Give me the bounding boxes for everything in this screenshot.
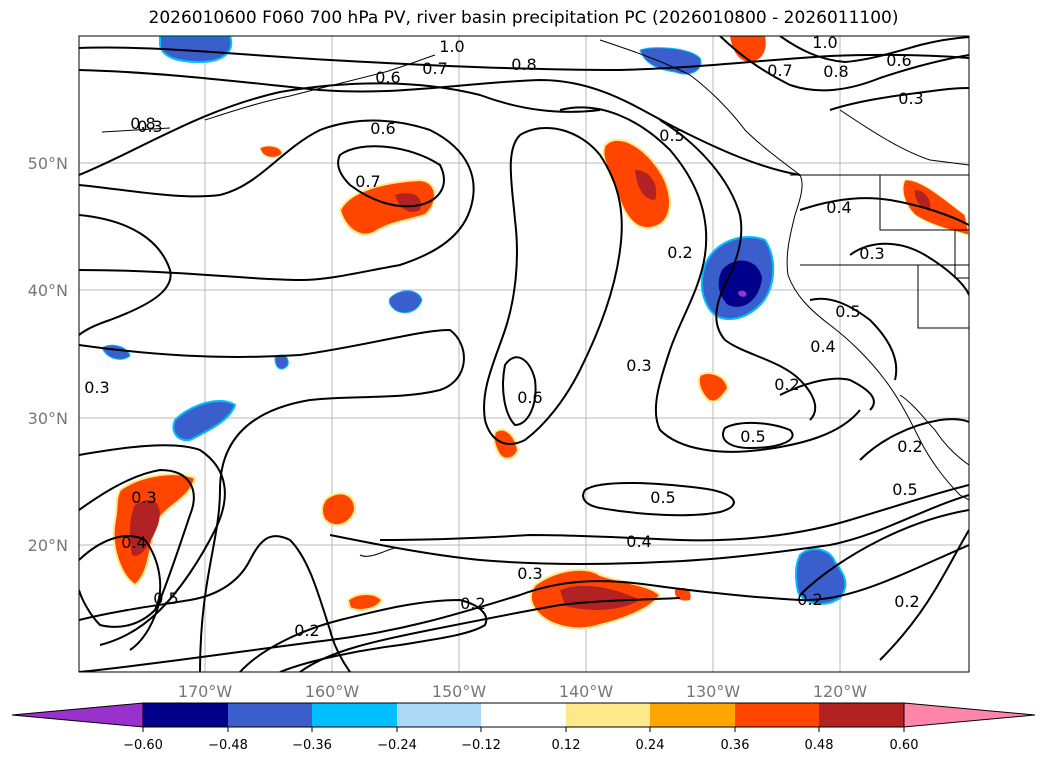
colorbar-frame bbox=[142, 702, 905, 728]
colorbar-segment bbox=[735, 703, 819, 727]
contour-label: 0.6 bbox=[886, 51, 911, 70]
colorbar-segment bbox=[143, 703, 228, 727]
colorbar: −0.60 −0.48 −0.36 −0.24 −0.12 0.12 0.24 … bbox=[11, 702, 1036, 753]
contour-label: 0.7 bbox=[422, 59, 447, 78]
contour-label: 0.8 bbox=[823, 62, 848, 81]
contour-label: 0.2 bbox=[774, 375, 799, 394]
colorbar-tick-label: −0.24 bbox=[377, 738, 417, 753]
lat-label: 30°N bbox=[28, 409, 68, 428]
contour-label: 0.5 bbox=[892, 480, 917, 499]
lon-label: 160°W bbox=[305, 682, 360, 701]
contour-label: 1.0 bbox=[812, 33, 837, 52]
contour-label: 0.3 bbox=[84, 378, 109, 397]
lon-label: 120°W bbox=[813, 682, 868, 701]
contour-label: 0.4 bbox=[810, 337, 835, 356]
contour-label: 0.2 bbox=[294, 621, 319, 640]
colorbar-max-arrow bbox=[903, 702, 1036, 728]
contour-label: 0.5 bbox=[659, 126, 684, 145]
colorbar-tick-label: 0.48 bbox=[805, 738, 834, 753]
colorbar-segment bbox=[481, 703, 566, 727]
contour-label: 0.4 bbox=[826, 198, 851, 217]
lon-label: 140°W bbox=[559, 682, 614, 701]
colorbar-tick-label: 0.24 bbox=[636, 738, 665, 753]
precip-region-strong bbox=[914, 190, 931, 210]
colorbar-tick-label: −0.12 bbox=[461, 738, 501, 753]
contour-label: 1.0 bbox=[439, 37, 464, 56]
precip-region-negative bbox=[388, 290, 423, 314]
precip-region-extreme-negative bbox=[738, 290, 747, 297]
colorbar-segment bbox=[228, 703, 312, 727]
precip-region-positive bbox=[730, 36, 766, 62]
contour-label: 0.7 bbox=[355, 172, 380, 191]
colorbar-min-arrow bbox=[11, 702, 144, 728]
colorbar-segment bbox=[397, 703, 481, 727]
contour-label: 0.8 bbox=[130, 114, 155, 133]
contour-label: 0.2 bbox=[894, 592, 919, 611]
lat-label: 50°N bbox=[28, 154, 68, 173]
lon-label: 150°W bbox=[432, 682, 487, 701]
contour-label: 0.6 bbox=[375, 68, 400, 87]
contour-label: 0.2 bbox=[897, 437, 922, 456]
contour-label: 0.3 bbox=[131, 488, 156, 507]
lat-label: 20°N bbox=[28, 536, 68, 555]
colorbar-segment bbox=[650, 703, 735, 727]
contour-label: 0.2 bbox=[667, 243, 692, 262]
contour-label: 0.5 bbox=[835, 302, 860, 321]
contour-label: 0.3 bbox=[898, 89, 923, 108]
contour-label: 0.5 bbox=[153, 589, 178, 608]
precip-region-strong bbox=[395, 193, 421, 212]
contour-label: 0.3 bbox=[859, 244, 884, 263]
precip-region-strong bbox=[635, 170, 657, 200]
colorbar-segment bbox=[819, 703, 904, 727]
contour-label: 0.5 bbox=[740, 427, 765, 446]
contour-label: 0.6 bbox=[370, 119, 395, 138]
contour-label: 0.7 bbox=[767, 61, 792, 80]
precip-region-strong bbox=[129, 500, 160, 556]
contour-label: 0.6 bbox=[517, 388, 542, 407]
lon-label: 130°W bbox=[686, 682, 741, 701]
lat-label: 40°N bbox=[28, 281, 68, 300]
colorbar-tick-label: −0.60 bbox=[123, 738, 163, 753]
colorbar-tick-label: 0.60 bbox=[890, 738, 919, 753]
contour-label: 0.4 bbox=[626, 532, 651, 551]
pv-contours bbox=[79, 36, 969, 672]
contour-label: 0.3 bbox=[137, 117, 162, 136]
longitude-labels: 170°W 160°W 150°W 140°W 130°W 120°W bbox=[178, 682, 868, 701]
map-title: 2026010600 F060 700 hPa PV, river basin … bbox=[148, 8, 899, 28]
colorbar-segment bbox=[312, 703, 397, 727]
lon-label: 170°W bbox=[178, 682, 233, 701]
precip-region-positive bbox=[259, 145, 283, 158]
precip-region-positive bbox=[346, 593, 384, 611]
contour-label: 0.4 bbox=[121, 533, 146, 552]
colorbar-segment bbox=[566, 703, 650, 727]
contour-label: 0.5 bbox=[650, 488, 675, 507]
contour-label: 0.2 bbox=[460, 594, 485, 613]
colorbar-tick-label: 0.12 bbox=[552, 738, 581, 753]
latitude-labels: 50°N 40°N 30°N 20°N bbox=[28, 154, 68, 555]
colorbar-tick-label: 0.36 bbox=[721, 738, 750, 753]
contour-label: 0.3 bbox=[517, 564, 542, 583]
contour-label: 0.8 bbox=[511, 55, 536, 74]
colorbar-tick-label: −0.48 bbox=[208, 738, 248, 753]
precip-region-positive bbox=[321, 492, 357, 527]
contour-label: 0.3 bbox=[626, 356, 651, 375]
contour-labels: 1.0 0.7 0.8 0.6 0.8 0.6 0.7 0.5 0.2 0.3 … bbox=[84, 33, 923, 640]
precip-region-positive bbox=[697, 372, 730, 403]
colorbar-tick-label: −0.36 bbox=[292, 738, 332, 753]
precip-region-negative bbox=[172, 400, 237, 442]
precip-region-negative bbox=[159, 36, 233, 64]
map-frame bbox=[78, 35, 970, 673]
contour-label: 0.2 bbox=[797, 590, 822, 609]
precip-region-strong-negative bbox=[718, 260, 762, 307]
